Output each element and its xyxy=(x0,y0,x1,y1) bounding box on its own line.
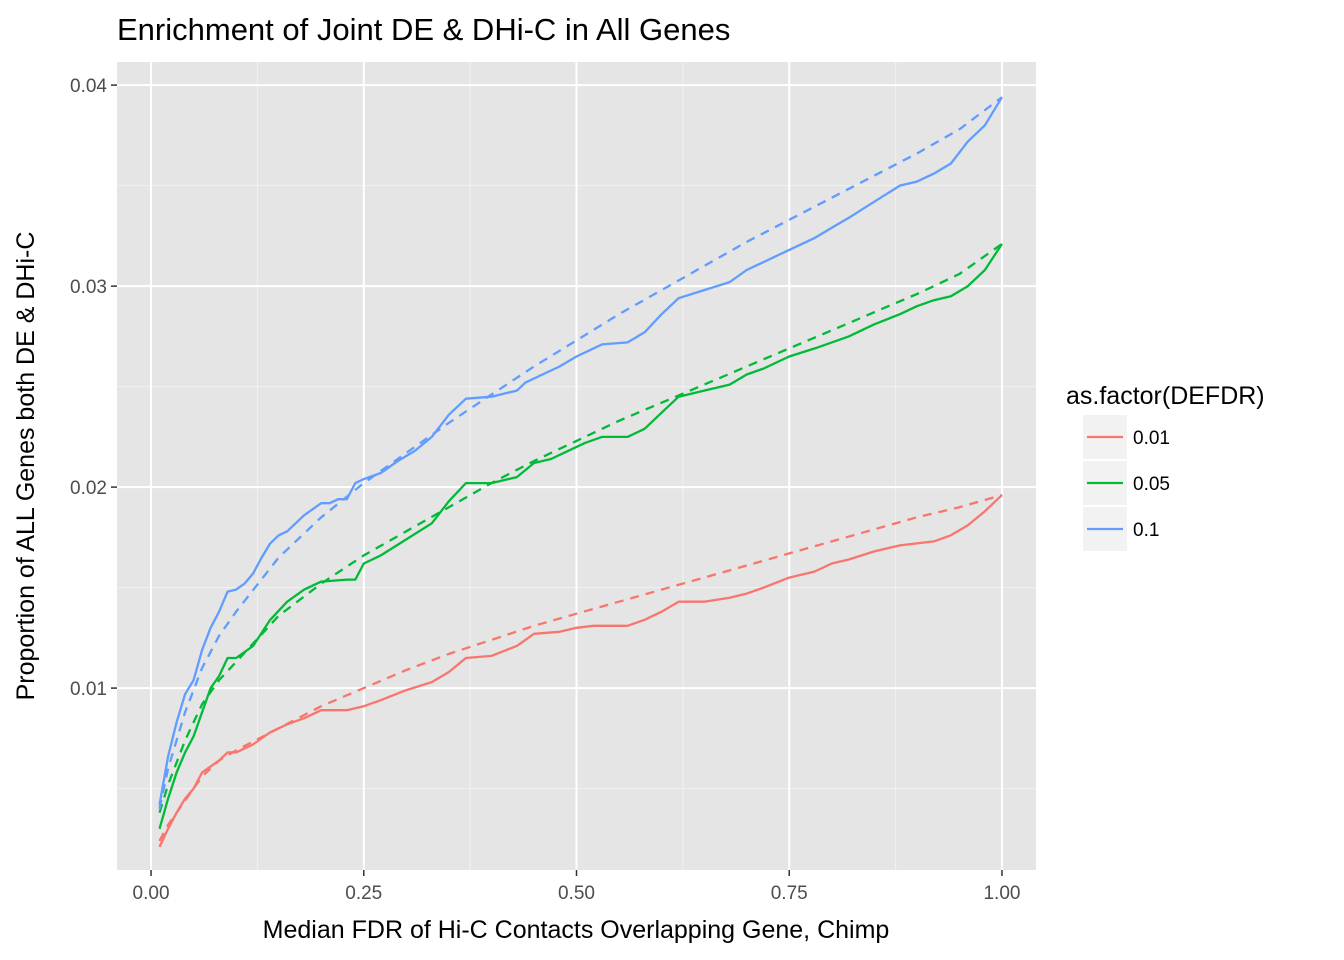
series-0.01-observed-line xyxy=(158,494,1003,848)
series-0.1-observed-line xyxy=(158,96,1003,805)
series-0.05-expected-line xyxy=(158,242,1003,814)
legend: 0.01 0.05 0.1 xyxy=(1083,415,1170,551)
y-tick-label: 0.04 xyxy=(70,76,107,97)
legend-title: as.factor(DEFDR) xyxy=(1066,382,1265,410)
y-axis-ticks: 0.01 0.02 0.03 0.04 xyxy=(70,76,117,700)
series-0.05-observed-line xyxy=(158,243,1003,830)
y-tick-label: 0.02 xyxy=(70,478,107,499)
x-tick-label: 0.25 xyxy=(345,883,382,904)
major-gridlines xyxy=(117,62,1036,870)
x-tick-label: 0.00 xyxy=(133,883,170,904)
x-axis-title: Median FDR of Hi-C Contacts Overlapping … xyxy=(263,916,890,944)
legend-label-0.05: 0.05 xyxy=(1133,474,1170,495)
series-lines xyxy=(158,96,1003,848)
legend-label-0.01: 0.01 xyxy=(1133,428,1170,449)
x-tick-label: 1.00 xyxy=(983,883,1020,904)
y-axis-title: Proportion of ALL Genes both DE & DHi-C xyxy=(12,232,40,701)
x-axis-ticks: 0.00 0.25 0.50 0.75 1.00 xyxy=(133,870,1020,904)
x-tick-label: 0.50 xyxy=(558,883,595,904)
x-tick-label: 0.75 xyxy=(771,883,808,904)
y-tick-label: 0.01 xyxy=(70,679,107,700)
series-0.1-expected-line xyxy=(158,96,1003,809)
y-tick-label: 0.03 xyxy=(70,277,107,298)
chart-title: Enrichment of Joint DE & DHi-C in All Ge… xyxy=(117,12,730,47)
legend-label-0.1: 0.1 xyxy=(1133,520,1159,541)
